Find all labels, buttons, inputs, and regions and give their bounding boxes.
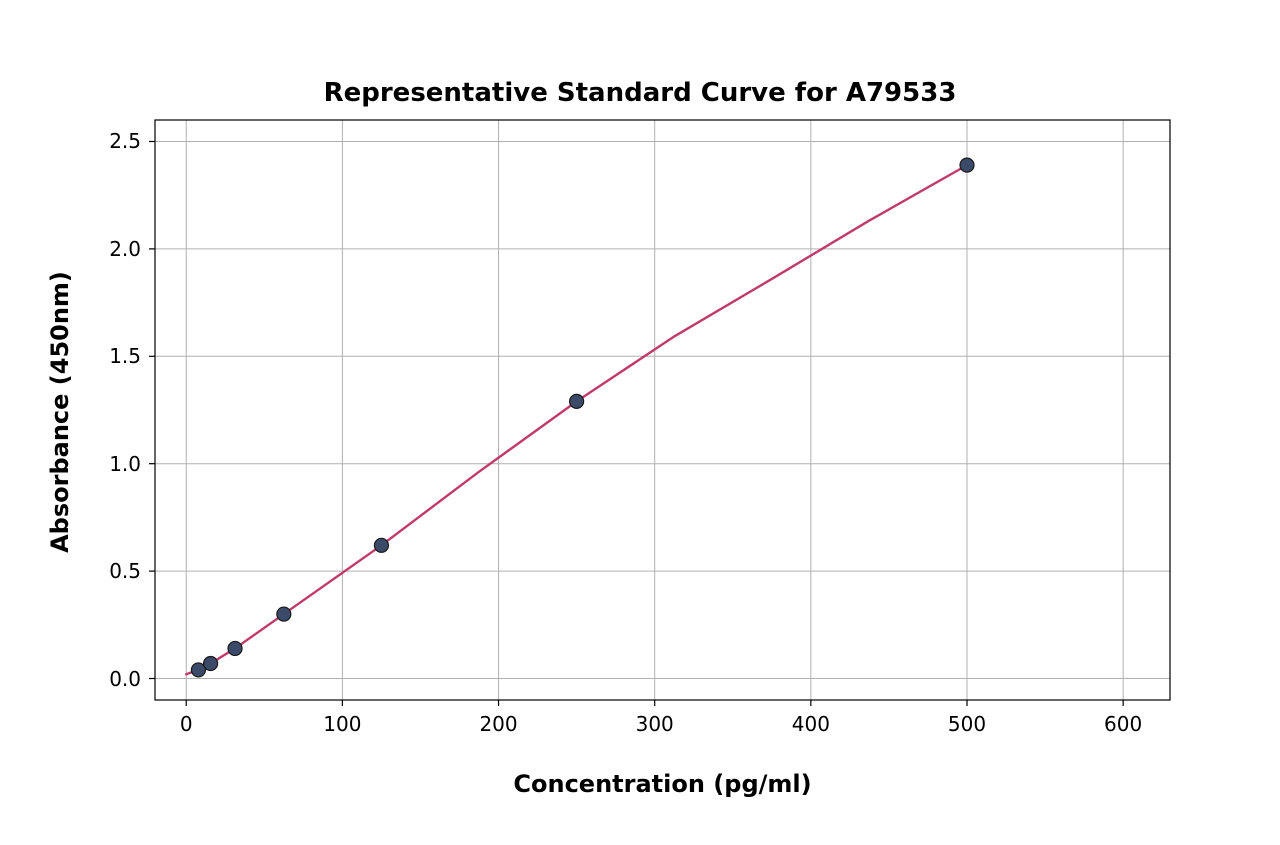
y-axis-label: Absorbance (450nm) [46, 212, 74, 612]
x-tick-label: 300 [636, 712, 674, 736]
x-tick-label: 400 [792, 712, 830, 736]
y-tick-label: 0.0 [99, 667, 141, 691]
x-tick-label: 500 [948, 712, 986, 736]
y-tick-label: 2.5 [99, 129, 141, 153]
x-tick-label: 200 [479, 712, 517, 736]
y-tick-label: 0.5 [99, 559, 141, 583]
x-axis-label: Concentration (pg/ml) [155, 770, 1170, 798]
chart-container: Representative Standard Curve for A79533… [0, 0, 1280, 845]
y-tick-label: 1.5 [99, 344, 141, 368]
y-tick-label: 2.0 [99, 237, 141, 261]
x-tick-label: 0 [180, 712, 193, 736]
x-tick-label: 600 [1104, 712, 1142, 736]
x-tick-label: 100 [323, 712, 361, 736]
y-tick-label: 1.0 [99, 452, 141, 476]
